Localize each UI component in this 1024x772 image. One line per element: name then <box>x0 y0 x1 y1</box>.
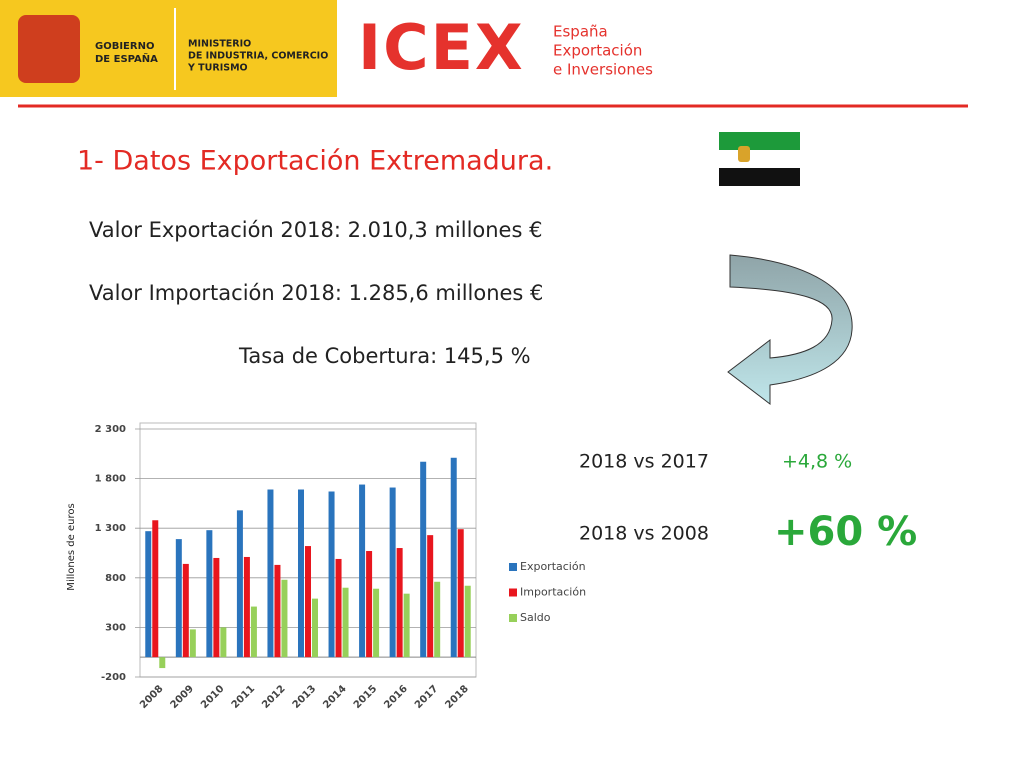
bar <box>366 551 373 658</box>
x-tick-label: 2008 <box>138 683 165 710</box>
bar <box>403 593 410 658</box>
bar <box>457 529 464 658</box>
x-tick-label: 2015 <box>352 683 379 710</box>
y-tick-label: 1 800 <box>95 474 126 485</box>
bar <box>281 579 288 658</box>
legend-label: Importación <box>520 586 586 599</box>
export-value: Valor Exportación 2018: 2.010,3 millones… <box>89 218 542 242</box>
bar <box>420 461 427 658</box>
icex-logo: ICEX <box>358 11 525 84</box>
bar <box>450 457 457 658</box>
icex-text: Exportación <box>553 42 642 60</box>
bar <box>464 585 471 658</box>
legend-label: Saldo <box>520 611 551 624</box>
comparison-label: 2018 vs 2008 <box>579 523 709 545</box>
bar <box>243 556 250 658</box>
bar <box>145 531 152 658</box>
legend-swatch <box>509 614 517 622</box>
x-tick-label: 2017 <box>413 683 440 710</box>
coat-of-arms <box>18 15 80 83</box>
flag-green <box>719 132 800 150</box>
flag-black <box>719 168 800 186</box>
bar <box>152 520 159 658</box>
bar <box>305 546 311 658</box>
y-axis-label: Millones de euros <box>66 503 77 590</box>
y-tick-label: 2 300 <box>95 424 126 435</box>
bar <box>220 627 227 658</box>
bar <box>335 558 342 658</box>
y-tick-label: 300 <box>105 622 126 633</box>
x-tick-label: 2016 <box>382 683 409 710</box>
bar <box>274 564 281 658</box>
bar <box>182 563 189 658</box>
x-tick-label: 2010 <box>199 683 226 710</box>
x-tick-label: 2018 <box>444 683 471 710</box>
curved-arrow <box>727 254 853 406</box>
bar <box>250 606 257 658</box>
bar <box>213 557 220 658</box>
x-tick-label: 2013 <box>291 683 318 710</box>
bar <box>236 510 243 658</box>
legend-swatch <box>509 588 517 597</box>
y-tick-label: -200 <box>101 672 126 683</box>
y-tick-label: 1 300 <box>95 523 126 534</box>
x-tick-label: 2014 <box>321 683 348 710</box>
gov-text: GOBIERNO <box>95 41 154 52</box>
bar <box>267 489 274 658</box>
ministry-text: DE INDUSTRIA, COMERCIO <box>188 51 328 62</box>
flag-emblem <box>738 146 750 162</box>
ministry-text: Y TURISMO <box>187 63 248 74</box>
icex-text: e Inversiones <box>553 61 653 79</box>
x-tick-label: 2012 <box>260 683 287 710</box>
import-value: Valor Importación 2018: 1.285,6 millones… <box>89 281 543 305</box>
legend-swatch <box>509 563 517 571</box>
slide-title: 1- Datos Exportación Extremadura. <box>77 146 553 177</box>
bar <box>206 530 213 658</box>
x-tick-label: 2009 <box>169 683 196 710</box>
x-tick-label: 2011 <box>230 683 257 710</box>
bar <box>434 581 441 658</box>
legend-label: Exportación <box>520 560 586 573</box>
ministry-text: MINISTERIO <box>188 39 251 50</box>
comparison-change: +4,8 % <box>782 451 852 473</box>
gov-text: DE ESPAÑA <box>95 52 158 65</box>
bar <box>175 539 182 658</box>
bar <box>312 598 318 658</box>
comparison-label: 2018 vs 2017 <box>579 451 709 473</box>
bar <box>342 587 349 658</box>
flag-white <box>719 150 800 168</box>
bar <box>298 489 304 658</box>
y-tick-label: 800 <box>105 573 126 584</box>
bar <box>189 629 196 658</box>
bar <box>389 487 396 658</box>
bar <box>427 535 434 658</box>
bar <box>359 484 366 658</box>
icex-text: España <box>553 23 608 41</box>
coverage: Tasa de Cobertura: 145,5 % <box>238 344 531 368</box>
bar <box>396 548 403 658</box>
bar <box>373 588 380 658</box>
bar <box>159 657 166 669</box>
comparison-change: +60 % <box>774 509 917 555</box>
bar <box>328 491 335 658</box>
